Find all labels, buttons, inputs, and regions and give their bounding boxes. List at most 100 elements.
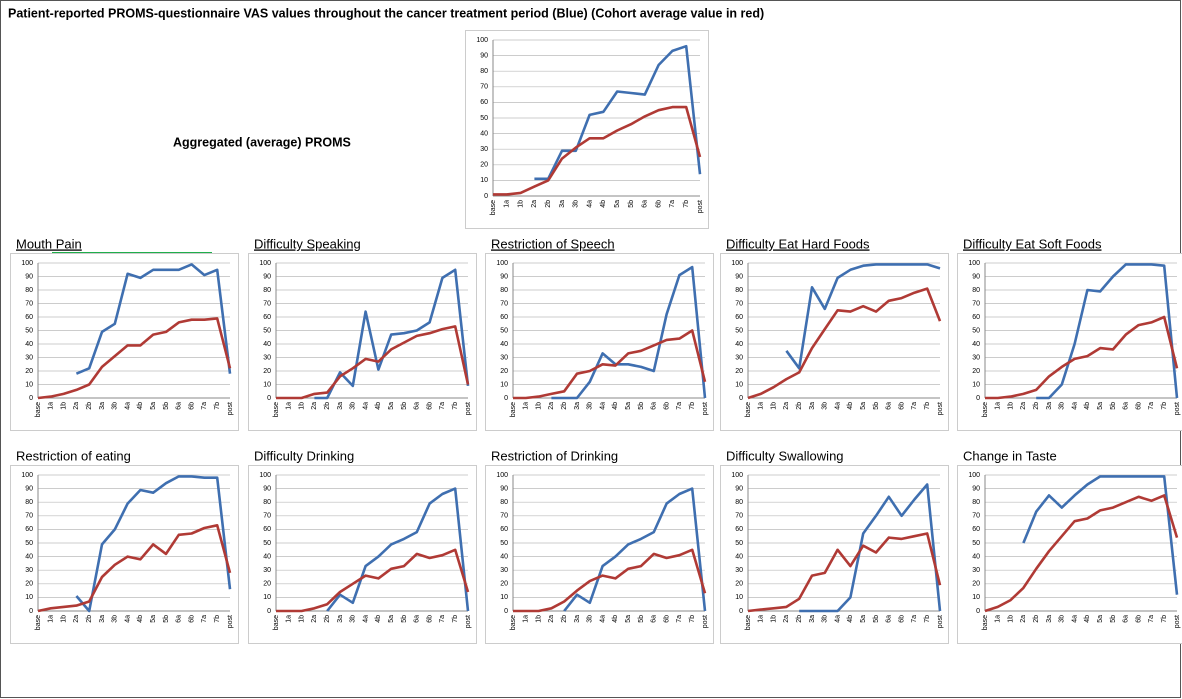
x-tick-label: base (745, 615, 752, 630)
x-tick-label: base (490, 200, 497, 215)
x-tick-label: 1b (1007, 402, 1014, 410)
y-tick-label: 100 (496, 260, 508, 267)
x-tick-label: 4b (375, 402, 382, 410)
series-line (314, 268, 470, 400)
y-tick-label: 0 (267, 395, 271, 402)
x-tick-label: post (1174, 615, 1181, 628)
y-tick-label: 30 (500, 567, 508, 574)
x-tick-label: 5a (860, 402, 867, 410)
x-tick-label: 3b (1059, 402, 1066, 410)
x-tick-label: base (982, 615, 989, 630)
x-tick-label: 5b (638, 615, 645, 623)
x-tick-label: 6a (886, 402, 893, 410)
y-tick-label: 60 (735, 526, 743, 533)
series-line (493, 105, 702, 196)
y-tick-label: 60 (500, 526, 508, 533)
chart-title: Restriction of Speech (491, 236, 615, 251)
x-tick-label: 4b (600, 200, 607, 208)
x-tick-label: 5b (628, 200, 635, 208)
x-tick-label: 6b (663, 402, 670, 410)
y-tick-label: 0 (504, 395, 508, 402)
y-tick-label: 30 (500, 354, 508, 361)
x-tick-label: 5b (873, 402, 880, 410)
series-line (75, 263, 232, 375)
series-line (276, 325, 470, 400)
y-tick-label: 50 (263, 540, 271, 547)
y-tick-label: 50 (735, 540, 743, 547)
y-tick-label: 90 (972, 485, 980, 492)
y-tick-label: 10 (500, 594, 508, 601)
y-tick-label: 10 (735, 381, 743, 388)
x-tick-label: 5b (401, 402, 408, 410)
x-tick-label: 2b (324, 615, 331, 623)
y-tick-label: 70 (735, 300, 743, 307)
chart-frame (10, 465, 239, 644)
series-line (985, 315, 1179, 400)
y-tick-label: 20 (500, 581, 508, 588)
x-tick-label: 4b (137, 402, 144, 410)
x-tick-label: base (273, 615, 280, 630)
x-tick-label: 6a (176, 615, 183, 623)
x-tick-label: 1a (995, 402, 1002, 410)
x-tick-label: post (937, 615, 944, 628)
chart-frame (957, 253, 1182, 431)
x-tick-label: 2b (796, 615, 803, 623)
y-tick-label: 0 (504, 608, 508, 615)
y-tick-label: 10 (500, 381, 508, 388)
y-tick-label: 80 (500, 287, 508, 294)
x-tick-label: 3b (350, 402, 357, 410)
x-tick-label: 5b (1110, 402, 1117, 410)
y-tick-label: 60 (972, 526, 980, 533)
x-tick-label: 5b (873, 615, 880, 623)
y-tick-label: 90 (263, 273, 271, 280)
x-tick-label: 2b (86, 615, 93, 623)
y-tick-label: 50 (972, 327, 980, 334)
x-tick-label: base (35, 615, 42, 630)
y-tick-label: 0 (29, 395, 33, 402)
chart-title: Difficulty Drinking (254, 448, 354, 463)
x-tick-label: 6a (651, 615, 658, 623)
series-line (513, 548, 707, 613)
x-tick-label: 4b (137, 615, 144, 623)
y-tick-label: 80 (263, 287, 271, 294)
series-line (563, 487, 707, 612)
x-tick-label: base (273, 402, 280, 417)
x-tick-label: 7a (1148, 615, 1155, 623)
x-tick-label: 2b (86, 402, 93, 410)
y-tick-label: 20 (25, 581, 33, 588)
x-tick-label: 4b (1084, 615, 1091, 623)
y-tick-label: 90 (735, 273, 743, 280)
x-tick-label: 3a (809, 402, 816, 410)
x-tick-label: 5a (625, 402, 632, 410)
y-tick-label: 40 (263, 341, 271, 348)
x-tick-label: 6a (176, 402, 183, 410)
x-tick-label: 6a (651, 402, 658, 410)
y-tick-label: 50 (25, 327, 33, 334)
y-tick-label: 30 (263, 567, 271, 574)
x-tick-label: 7a (439, 402, 446, 410)
y-tick-label: 20 (480, 162, 488, 169)
x-tick-label: 2a (73, 402, 80, 410)
y-tick-label: 100 (259, 260, 271, 267)
y-tick-label: 40 (735, 553, 743, 560)
y-tick-label: 30 (263, 354, 271, 361)
x-tick-label: 1b (770, 615, 777, 623)
chart-frame (248, 253, 477, 431)
x-tick-label: 4b (847, 402, 854, 410)
y-tick-label: 0 (29, 608, 33, 615)
chart-title: Change in Taste (963, 448, 1057, 463)
y-tick-label: 80 (480, 68, 488, 75)
x-tick-label: 3b (573, 200, 580, 208)
x-tick-label: 2a (783, 615, 790, 623)
y-tick-label: 10 (25, 381, 33, 388)
x-tick-label: 1a (286, 615, 293, 623)
x-tick-label: post (465, 402, 472, 415)
y-tick-label: 0 (739, 395, 743, 402)
y-tick-label: 40 (25, 553, 33, 560)
y-tick-label: 60 (735, 314, 743, 321)
x-tick-label: 1b (1007, 615, 1014, 623)
x-tick-label: 2b (561, 615, 568, 623)
x-tick-label: 2a (311, 402, 318, 410)
chart-title: Restriction of eating (16, 448, 131, 463)
